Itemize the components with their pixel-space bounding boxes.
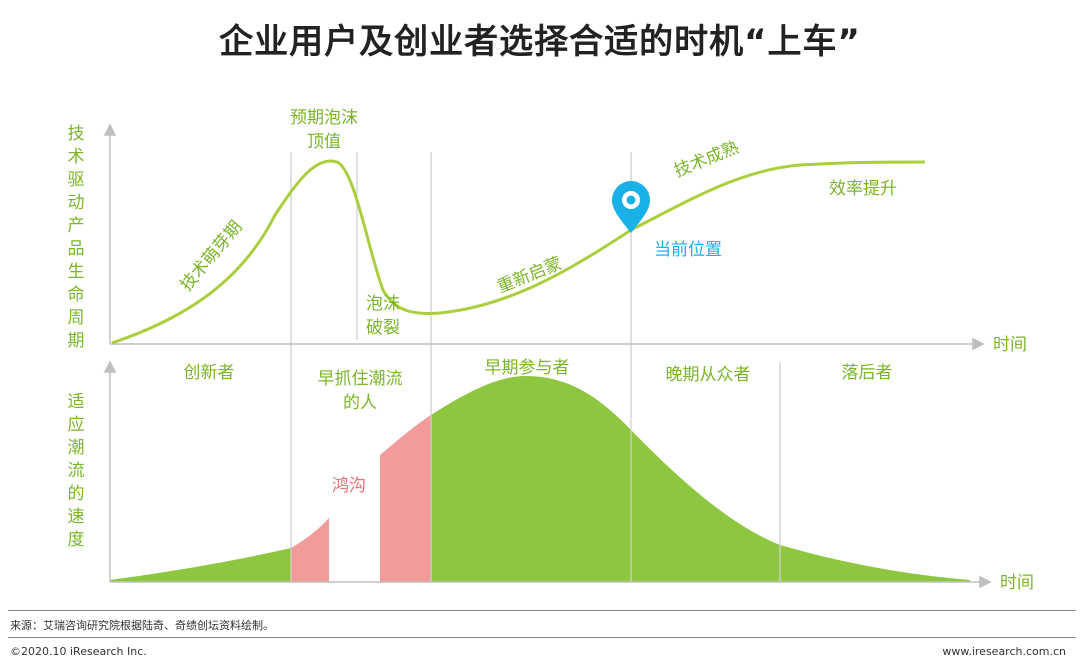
mature-label: 技术成熟 — [671, 137, 742, 182]
bottom-y-arrow — [103, 360, 117, 373]
axis-label-char: 期 — [68, 331, 85, 351]
adoption-cycle-diagram: 预期泡沫 顶值 技术萌芽期 泡沫 破裂 重新启蒙 技术成熟 效率提升 当前位置 … — [68, 108, 1035, 593]
top-y-axis-label: 技术驱动产品生命周期 — [68, 124, 85, 351]
bottom-x-axis-label: 时间 — [1000, 573, 1034, 593]
axes — [103, 123, 992, 589]
group-late-majority: 晚期从众者 — [666, 365, 751, 385]
axis-label-char: 应 — [68, 415, 85, 435]
top-x-axis-label: 时间 — [993, 335, 1027, 355]
efficiency-label: 效率提升 — [829, 179, 897, 199]
current-position-label: 当前位置 — [654, 240, 722, 260]
axis-label-char: 动 — [68, 193, 85, 213]
bell-area-early-adopters-right — [380, 415, 431, 582]
axis-label-char: 产 — [68, 216, 85, 236]
group-innovators: 创新者 — [184, 363, 235, 383]
reboot-label: 重新启蒙 — [494, 254, 565, 298]
axis-label-char: 品 — [68, 239, 85, 259]
hype-cycle-curve — [111, 159, 926, 345]
burst-label-line2: 破裂 — [366, 318, 400, 338]
axis-label-char: 技 — [68, 124, 85, 144]
bottom-x-arrow — [979, 575, 992, 589]
page-title: 企业用户及创业者选择合适的时机“上车” — [219, 22, 861, 62]
axis-label-char: 周 — [68, 308, 85, 328]
chasm-label: 鸿沟 — [332, 476, 366, 496]
axis-label-char: 的 — [68, 484, 85, 504]
bottom-y-axis-label: 适应潮流的速度 — [68, 392, 85, 550]
bell-area-majority-and-laggards — [431, 376, 970, 582]
axis-label-char: 速 — [68, 507, 85, 527]
axis-label-char: 适 — [68, 392, 85, 412]
axis-label-char: 命 — [68, 285, 85, 305]
axis-label-char: 生 — [68, 262, 85, 282]
group-laggards: 落后者 — [842, 363, 893, 383]
group-early-adopters-line2: 的人 — [343, 393, 377, 413]
footer-divider-top — [8, 610, 1076, 611]
website-link[interactable]: www.iresearch.com.cn — [942, 645, 1066, 658]
axis-label-char: 驱 — [68, 170, 85, 190]
rise-label: 技术萌芽期 — [177, 217, 247, 295]
burst-label-line1: 泡沫 — [366, 294, 400, 314]
group-early-majority: 早期参与者 — [485, 358, 570, 378]
axis-label-char: 潮 — [68, 438, 85, 458]
top-x-arrow — [972, 337, 985, 351]
axis-label-char: 流 — [68, 461, 85, 481]
copyright: ©2020.10 iResearch Inc. — [10, 645, 147, 658]
axis-label-char: 术 — [68, 147, 85, 167]
peak-label-line1: 预期泡沫 — [290, 108, 358, 128]
source-note: 来源：艾瑞咨询研究院根据陆奇、奇绩创坛资料绘制。 — [10, 619, 274, 632]
axis-label-char: 度 — [68, 530, 85, 550]
bell-area-early-adopters-left — [291, 518, 329, 582]
footer-divider-bottom — [8, 637, 1076, 638]
group-early-adopters-line1: 早抓住潮流 — [318, 369, 403, 389]
location-pin-icon — [612, 181, 650, 233]
bell-area-innovators — [110, 548, 291, 582]
peak-label-line2: 顶值 — [307, 132, 341, 152]
top-y-arrow — [103, 123, 117, 136]
